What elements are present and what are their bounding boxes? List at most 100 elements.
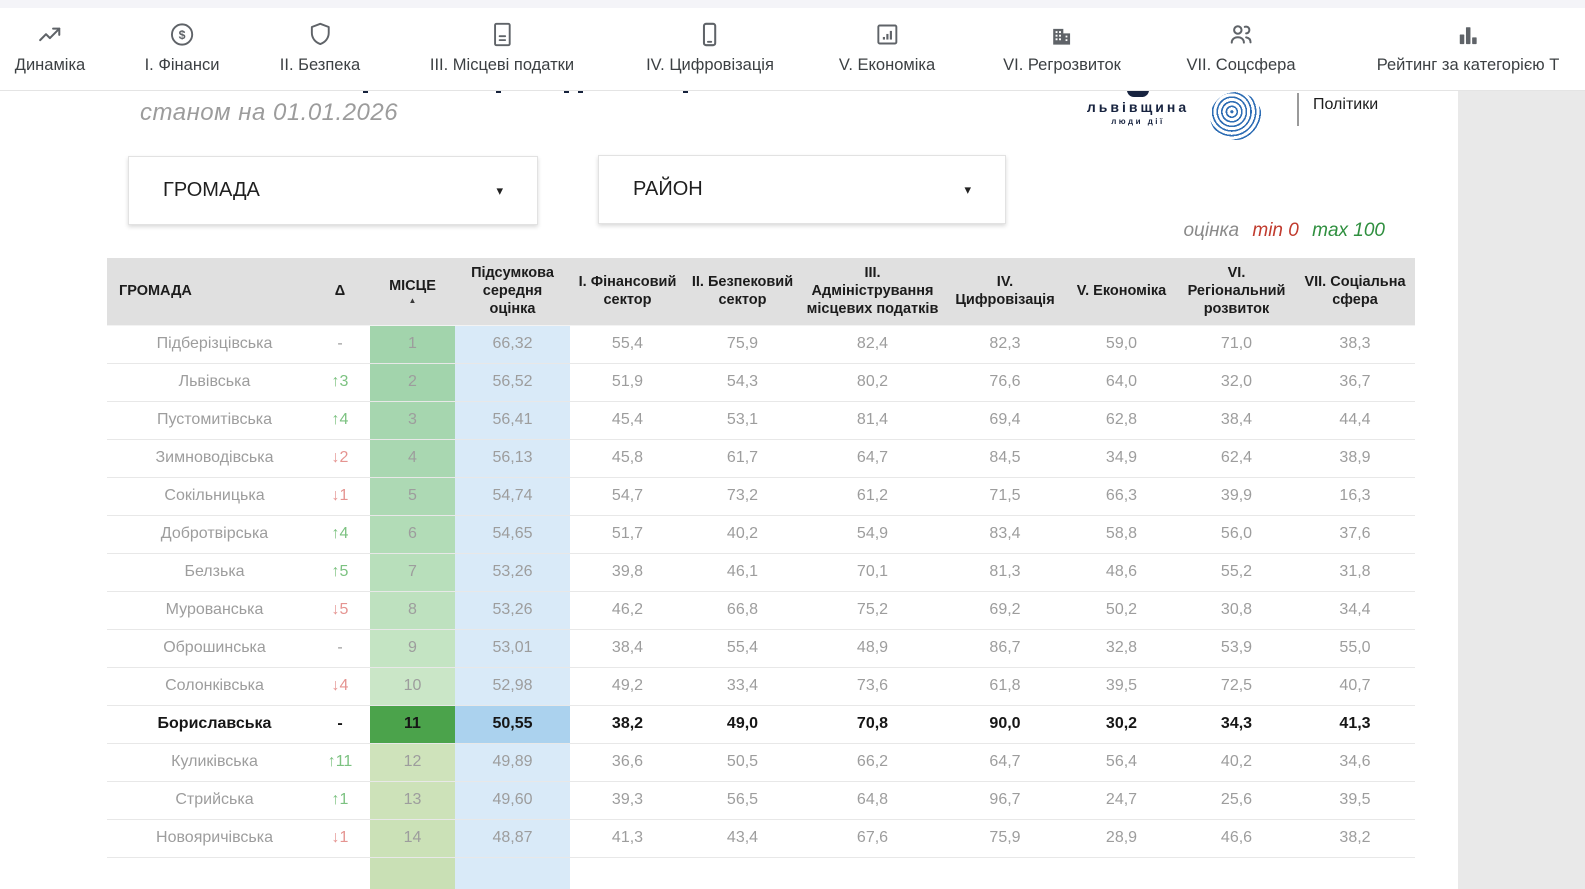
sector-value-cell: 66,8	[685, 590, 800, 629]
table-row[interactable]: Бориславська -11 50,55 38,2 49,0 70,8 90,0 30,2…	[107, 704, 1415, 743]
hromada-name-cell: Новояричівська	[107, 818, 310, 857]
column-header-1[interactable]: Δ	[310, 258, 370, 325]
column-header-7[interactable]: IV. Цифровізація	[945, 258, 1065, 325]
column-header-5[interactable]: ІІ. Безпековий сектор	[685, 258, 800, 325]
table-row[interactable]: Підберізцівська -1 66,32 55,4 75,9 82,4 82,3 59…	[107, 324, 1415, 363]
table-row[interactable]: Зимноводівська ↓2 4 56,13 45,8 61,7 64,7 84,5 34…	[107, 438, 1415, 477]
hromada-name-cell: Львівська	[107, 362, 310, 401]
sector-value-cell: 46,1	[685, 552, 800, 591]
nav-item-shield[interactable]: ІІ. Безпека	[280, 21, 360, 75]
table-row[interactable]: Сокільницька ↓1 5 54,74 54,7 73,2 61,2 71,5 66,3…	[107, 476, 1415, 515]
table-row[interactable]	[107, 856, 1415, 889]
nav-item-document[interactable]: ІІІ. Місцеві податки	[430, 21, 574, 75]
sector-value-cell	[685, 856, 800, 889]
sector-value-cell: 61,8	[945, 666, 1065, 705]
column-header-9[interactable]: VI. Регіональний розвиток	[1178, 258, 1295, 325]
sector-value-cell: 40,2	[685, 514, 800, 553]
nav-item-people[interactable]: VII. Соцсфера	[1186, 21, 1296, 75]
sector-value-cell: 41,3	[570, 818, 685, 857]
raion-dropdown[interactable]: РАЙОН ▾	[598, 155, 1006, 224]
sector-value-cell: 48,9	[800, 628, 945, 667]
lvivshchyna-logo-text: львівщина	[1086, 99, 1190, 115]
sector-value-cell	[1065, 856, 1178, 889]
hromada-name-cell: Оброшинська	[107, 628, 310, 667]
sector-value-cell: 38,9	[1295, 438, 1415, 477]
sector-value-cell: 81,4	[800, 400, 945, 439]
score-cell: 53,01	[455, 628, 570, 667]
sector-value-cell: 56,5	[685, 780, 800, 819]
delta-cell: ↓1	[310, 476, 370, 515]
hromada-name-cell: Сокільницька	[107, 476, 310, 515]
sector-value-cell: 38,4	[570, 628, 685, 667]
place-cell: 10	[370, 666, 455, 705]
column-header-4[interactable]: І. Фінансовий сектор	[570, 258, 685, 325]
table-row[interactable]: Солонківська ↓4 10 52,98 49,2 33,4 73,6 61,8 39,…	[107, 666, 1415, 705]
column-header-label: ІІ. Безпековий сектор	[691, 274, 794, 309]
sector-value-cell: 32,8	[1065, 628, 1178, 667]
nav-item-building[interactable]: VI. Регрозвиток	[1003, 21, 1121, 75]
column-header-2[interactable]: МІСЦЕ ▲	[370, 258, 455, 325]
date-note: станом на 01.01.2026	[140, 99, 399, 126]
table-row[interactable]: Пустомитівська ↑4 3 56,41 45,4 53,1 81,4 69,4 62…	[107, 400, 1415, 439]
nav-item-label: ІІІ. Місцеві податки	[429, 56, 575, 74]
sector-value-cell: 25,6	[1178, 780, 1295, 819]
sector-value-cell: 34,4	[1295, 590, 1415, 629]
column-header-label: Підсумкова середня оцінка	[471, 265, 554, 318]
column-header-8[interactable]: V. Економіка	[1065, 258, 1178, 325]
table-row[interactable]: Львівська ↑3 2 56,52 51,9 54,3 80,2 76,6 64,0 32,…	[107, 362, 1415, 401]
table-row[interactable]: Белзька ↑5 7 53,26 39,8 46,1 70,1 81,3 48,6 55,2 3…	[107, 552, 1415, 591]
column-header-label: VII. Соціальна сфера	[1304, 274, 1406, 309]
column-header-6[interactable]: ІІІ. Адміністрування місцевих податків	[800, 258, 945, 325]
hromada-name-cell: Куликівська	[107, 742, 310, 781]
column-header-3[interactable]: Підсумкова середня оцінка	[455, 258, 570, 325]
place-cell: 2	[370, 362, 455, 401]
table-row[interactable]: Оброшинська -9 53,01 38,4 55,4 48,9 86,7 32,8 53…	[107, 628, 1415, 667]
table-row[interactable]: Стрийська ↑1 13 49,60 39,3 56,5 64,8 96,7 24,7 25…	[107, 780, 1415, 819]
delta-cell: ↓2	[310, 438, 370, 477]
hromada-dropdown[interactable]: ГРОМАДА ▾	[128, 156, 538, 225]
hromada-name-cell: Белзька	[107, 552, 310, 591]
nav-item-chart-box[interactable]: V. Економіка	[839, 21, 935, 75]
sector-value-cell: 45,8	[570, 438, 685, 477]
table-row[interactable]: Новояричівська ↓1 14 48,87 41,3 43,4 67,6 75,9 2…	[107, 818, 1415, 857]
sector-value-cell: 55,4	[685, 628, 800, 667]
sector-value-cell: 55,4	[570, 324, 685, 363]
sector-value-cell: 55,2	[1178, 552, 1295, 591]
nav-item-label: І. Фінанси	[144, 56, 220, 74]
sector-value-cell: 70,1	[800, 552, 945, 591]
table-row[interactable]: Добротвірська ↑4 6 54,65 51,7 40,2 54,9 83,4 58,…	[107, 514, 1415, 553]
sector-value-cell: 39,8	[570, 552, 685, 591]
table-row[interactable]: Мурованська ↓5 8 53,26 46,2 66,8 75,2 69,2 50,2 3…	[107, 590, 1415, 629]
scale-note-label: оцінка	[1183, 220, 1240, 241]
score-cell: 50,55	[455, 704, 570, 743]
sector-value-cell: 67,6	[800, 818, 945, 857]
sector-value-cell: 38,2	[570, 704, 685, 743]
column-header-0[interactable]: ГРОМАДА	[107, 258, 310, 325]
sector-value-cell: 82,4	[800, 324, 945, 363]
sector-value-cell: 39,5	[1065, 666, 1178, 705]
sector-value-cell: 45,4	[570, 400, 685, 439]
nav-item-label: IV. Цифровізація	[646, 56, 774, 74]
column-header-label: Δ	[334, 283, 346, 300]
sector-value-cell: 30,2	[1065, 704, 1178, 743]
sector-value-cell: 75,9	[945, 818, 1065, 857]
nav-item-dollar-circle[interactable]: $ І. Фінанси	[144, 21, 220, 75]
delta-cell: ↓4	[310, 666, 370, 705]
sector-value-cell: 38,3	[1295, 324, 1415, 363]
table-row[interactable]: Куликівська ↑11 12 49,89 36,6 50,5 66,2 64,7 56,…	[107, 742, 1415, 781]
nav-item-smartphone[interactable]: IV. Цифровізація	[646, 21, 774, 75]
score-cell: 56,41	[455, 400, 570, 439]
nav-item-label: VI. Регрозвиток	[1003, 56, 1121, 74]
sector-value-cell	[1178, 856, 1295, 889]
logo-divider	[1297, 93, 1299, 126]
nav-item-trending-up[interactable]: Динаміка	[15, 21, 85, 75]
score-cell: 49,60	[455, 780, 570, 819]
delta-cell: -	[310, 704, 370, 743]
sector-value-cell	[570, 856, 685, 889]
sector-value-cell	[800, 856, 945, 889]
nav-item-leaderboard[interactable]: Рейтинг за категорією Т	[1377, 21, 1559, 75]
column-header-label: VI. Регіональний розвиток	[1187, 265, 1286, 318]
caret-down-icon: ▾	[964, 181, 971, 197]
column-header-10[interactable]: VII. Соціальна сфера	[1295, 258, 1415, 325]
sector-value-cell: 39,9	[1178, 476, 1295, 515]
